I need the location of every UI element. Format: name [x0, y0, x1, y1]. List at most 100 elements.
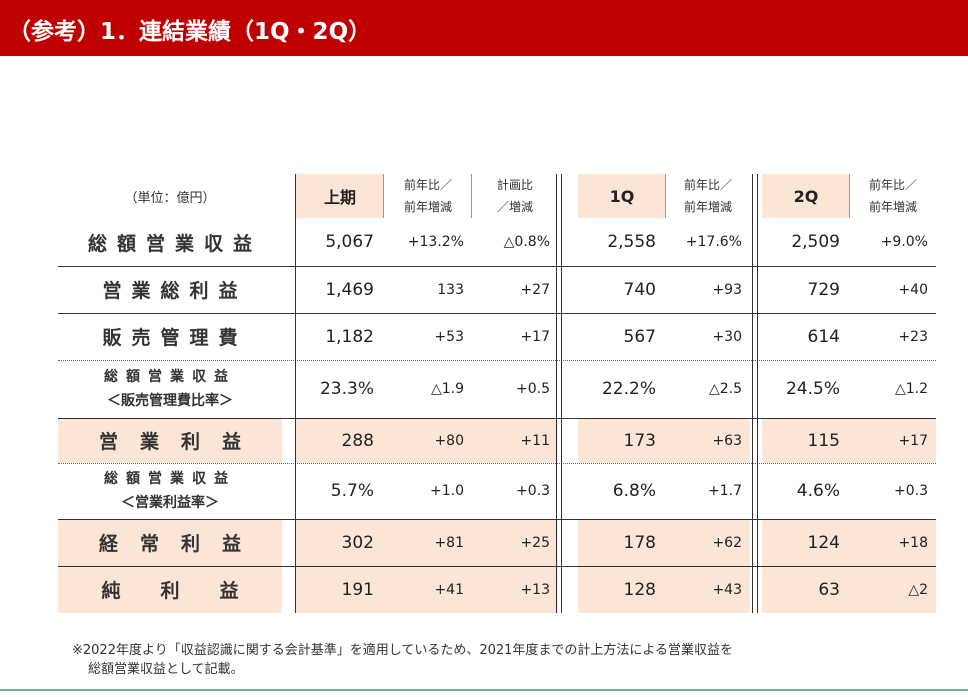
change-cell: +40	[898, 281, 928, 298]
change-cell: +13	[472, 566, 558, 613]
value-cell: 23.3%	[319, 379, 374, 399]
change-cell: +62	[666, 519, 750, 566]
change-cell: +53	[434, 328, 464, 345]
change-cell: +30	[712, 328, 742, 345]
value-cell: 115	[762, 418, 850, 463]
header-bar: （参考）1．連結業績（1Q・2Q）	[0, 0, 968, 56]
footnote-line-1: ※2022年度より「収益認識に関する会計基準」を適用しているため、2021年度ま…	[72, 643, 734, 658]
change-cell: +93	[712, 281, 742, 298]
value-cell: 614	[807, 326, 840, 347]
change-cell: +0.5	[516, 381, 550, 397]
change-cell: +25	[472, 519, 558, 566]
row-label-line: ＜販売管理費比率＞	[107, 393, 233, 409]
row-label-text: 経常利益	[98, 533, 263, 555]
column-header-q1: 1Q	[578, 174, 666, 218]
value-cell: 6.8%	[612, 481, 656, 501]
unit-label: （単位：億円）	[124, 190, 216, 206]
row-divider	[58, 463, 936, 464]
value-cell: 5,067	[325, 232, 374, 252]
value-cell: 729	[807, 279, 840, 300]
change-cell: +0.3	[516, 483, 550, 499]
change-cell: +1.0	[430, 483, 464, 499]
value-cell: 178	[578, 519, 666, 566]
value-cell: 22.2%	[601, 379, 656, 399]
column-header-h1: 上期	[296, 174, 384, 218]
change-cell: +43	[666, 566, 750, 613]
row-label-text: 純利益	[101, 580, 279, 602]
row-divider	[58, 360, 936, 361]
column-header-line: 計画比	[496, 178, 533, 192]
change-cell: △2.5	[708, 381, 742, 397]
header-divider	[665, 174, 666, 218]
value-cell: 24.5%	[785, 379, 840, 399]
column-divider	[556, 174, 557, 613]
change-cell: +11	[472, 418, 558, 463]
change-cell: +18	[850, 519, 936, 566]
row-label-text: 販売管理費	[102, 327, 248, 349]
header-divider	[383, 174, 384, 218]
change-cell: +13.2%	[407, 234, 464, 250]
value-cell: 191	[296, 566, 384, 613]
row-label: 総額営業収益	[58, 218, 282, 266]
change-cell: +1.7	[708, 483, 742, 499]
row-label-text: 営業利益	[98, 431, 263, 453]
page-title: （参考）1．連結業績（1Q・2Q）	[8, 19, 372, 45]
change-cell: +0.3	[894, 483, 928, 499]
column-header-q2-yoy: 前年比／ 前年増減	[850, 174, 936, 218]
value-cell: 5.7%	[330, 481, 374, 501]
row-divider	[58, 313, 936, 314]
row-label-line: 総額営業収益	[104, 369, 236, 385]
change-cell: +41	[384, 566, 472, 613]
bottom-divider	[0, 689, 968, 691]
change-cell: 133	[437, 281, 464, 298]
column-divider	[561, 174, 562, 613]
value-cell: 1,469	[325, 279, 374, 300]
column-header-line: 前年増減	[683, 200, 732, 214]
column-header-line: ／増減	[496, 200, 533, 214]
value-cell: 1,182	[325, 326, 374, 347]
value-cell: 4.6%	[796, 481, 840, 501]
row-divider	[58, 519, 936, 520]
row-label: 経常利益	[58, 519, 282, 566]
row-label: 総額営業収益 ＜販売管理費比率＞	[58, 360, 282, 418]
change-cell: +63	[666, 418, 750, 463]
change-cell: +27	[520, 281, 550, 298]
row-divider	[58, 266, 936, 267]
row-label-line: 総額営業収益	[104, 471, 236, 487]
column-header-line: 前年比／	[868, 178, 917, 192]
row-label-text: 営業総利益	[102, 280, 248, 302]
column-header-q1-yoy: 前年比／ 前年増減	[666, 174, 750, 218]
change-cell: +9.0%	[880, 234, 928, 250]
column-header-q2: 2Q	[762, 174, 850, 218]
change-cell: +81	[384, 519, 472, 566]
change-cell: △0.8%	[503, 234, 550, 250]
column-divider	[752, 174, 753, 613]
row-label: 販売管理費	[58, 313, 282, 360]
change-cell: +80	[384, 418, 472, 463]
column-divider	[757, 174, 758, 613]
value-cell: 124	[762, 519, 850, 566]
column-header-h1-yoy: 前年比／ 前年増減	[384, 174, 472, 218]
row-divider	[58, 418, 936, 419]
header-divider	[471, 174, 472, 218]
value-cell: 302	[296, 519, 384, 566]
header-divider	[849, 174, 850, 218]
value-cell: 2,558	[607, 232, 656, 252]
value-cell: 567	[623, 326, 656, 347]
column-header-line: 前年増減	[403, 200, 452, 214]
row-divider	[58, 566, 936, 567]
column-header-line: 前年比／	[403, 178, 452, 192]
footnote-line-2: 総額営業収益として記載。	[88, 662, 244, 677]
change-cell: +17	[520, 328, 550, 345]
row-label: 純利益	[58, 566, 282, 613]
value-cell: 740	[623, 279, 656, 300]
column-header-h1-plan: 計画比 ／増減	[472, 174, 558, 218]
row-label: 総額営業収益 ＜営業利益率＞	[58, 463, 282, 519]
value-cell: 128	[578, 566, 666, 613]
change-cell: +23	[898, 328, 928, 345]
row-label-line: ＜営業利益率＞	[121, 495, 219, 511]
change-cell: +17	[850, 418, 936, 463]
row-label: 営業総利益	[58, 266, 282, 313]
row-label: 営業利益	[58, 418, 282, 463]
column-divider	[295, 174, 296, 613]
